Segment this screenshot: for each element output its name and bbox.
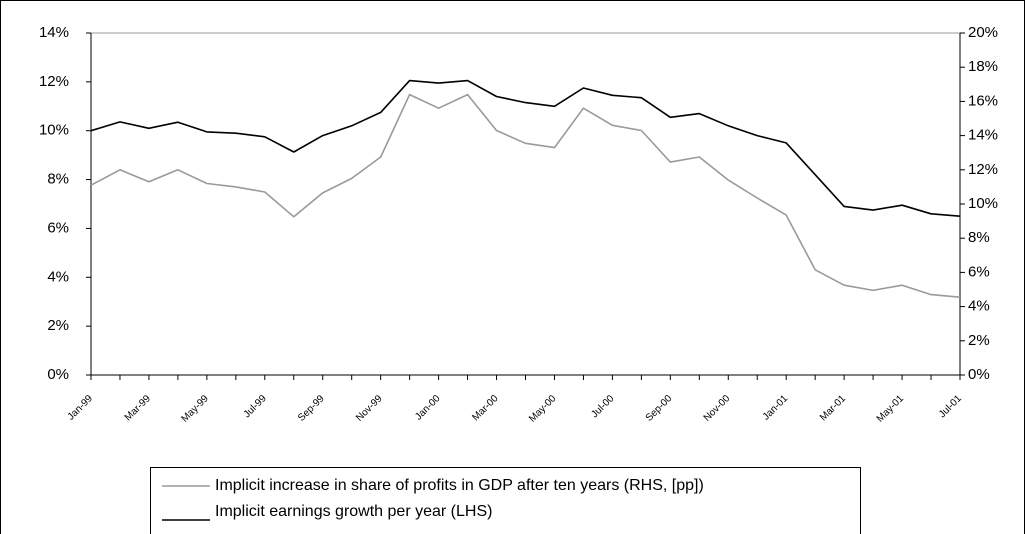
x-tick-label: Jan-01	[761, 393, 791, 423]
y-tick-label: 6%	[47, 219, 69, 236]
y2-tick-label: 16%	[968, 92, 998, 109]
y2-tick-label: 0%	[968, 366, 990, 383]
y2-tick-label: 8%	[968, 229, 990, 246]
x-tick-label: Mar-01	[818, 393, 848, 423]
legend-label: Implicit increase in share of profits in…	[215, 477, 704, 494]
x-tick-label: Mar-00	[470, 393, 500, 423]
y2-tick-label: 2%	[968, 332, 990, 349]
y-tick-label: 8%	[47, 171, 69, 188]
y2-tick-label: 10%	[968, 195, 998, 212]
y-tick-label: 0%	[47, 366, 69, 383]
x-tick-label: May-01	[875, 393, 907, 425]
y2-tick-label: 18%	[968, 58, 998, 75]
x-tick-label: Jul-00	[589, 393, 616, 420]
x-tick-label: Mar-99	[123, 393, 153, 423]
x-tick-label: Jan-00	[413, 393, 443, 423]
x-tick-label: Sep-99	[296, 393, 327, 424]
x-tick-label: Nov-00	[702, 393, 733, 424]
y2-tick-label: 20%	[968, 24, 998, 41]
x-tick-label: Jul-01	[937, 393, 964, 420]
x-tick-label: Jan-99	[66, 393, 96, 423]
y2-tick-label: 12%	[968, 161, 998, 178]
y-tick-label: 14%	[39, 24, 69, 41]
y-tick-label: 4%	[47, 268, 69, 285]
y-tick-label: 12%	[39, 73, 69, 90]
legend	[150, 467, 861, 534]
legend-label: Implicit earnings growth per year (LHS)	[215, 503, 492, 520]
x-tick-label: May-99	[179, 393, 211, 425]
y2-tick-label: 4%	[968, 298, 990, 315]
y-tick-label: 10%	[39, 122, 69, 139]
series-line	[90, 79, 961, 217]
y2-tick-label: 6%	[968, 263, 990, 280]
y2-tick-label: 14%	[968, 127, 998, 144]
x-tick-label: Jul-99	[242, 393, 269, 420]
x-tick-label: May-00	[527, 393, 559, 425]
x-tick-label: Sep-00	[644, 393, 675, 424]
x-tick-label: Nov-99	[354, 393, 385, 424]
y-tick-label: 2%	[47, 317, 69, 334]
series-line	[90, 93, 961, 298]
